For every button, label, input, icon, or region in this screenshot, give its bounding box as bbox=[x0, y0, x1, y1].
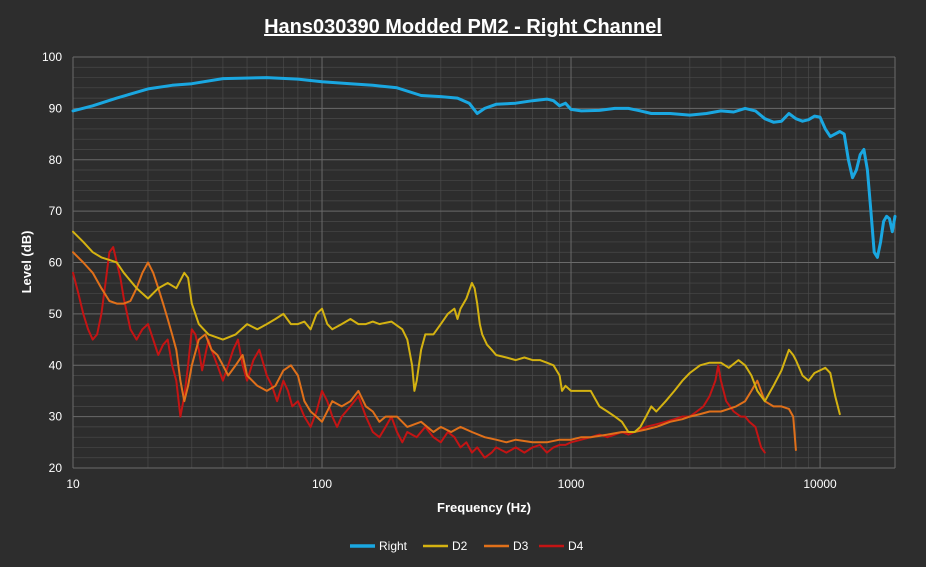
series-line-d4 bbox=[72, 246, 766, 459]
x-axis-title: Frequency (Hz) bbox=[437, 500, 531, 515]
chart-title: Hans030390 Modded PM2 - Right Channel bbox=[264, 16, 662, 38]
y-tick-label: 50 bbox=[49, 307, 63, 321]
x-tick-label: 1000 bbox=[558, 477, 585, 491]
legend-label-d3: D3 bbox=[513, 539, 529, 553]
x-tick-label: 10 bbox=[66, 477, 80, 491]
y-tick-label: 100 bbox=[42, 50, 62, 64]
legend: Right D2 D3 D4 bbox=[350, 539, 584, 553]
series-lines bbox=[71, 76, 897, 459]
y-tick-label: 60 bbox=[49, 256, 63, 270]
x-tick-label: 100 bbox=[312, 477, 332, 491]
y-tick-label: 90 bbox=[49, 101, 63, 115]
legend-label-d2: D2 bbox=[452, 539, 468, 553]
y-tick-labels: 20 30 40 50 60 70 80 90 100 bbox=[42, 50, 62, 475]
grid-major bbox=[72, 56, 896, 469]
y-tick-label: 40 bbox=[49, 358, 63, 372]
series-line-d3 bbox=[72, 251, 797, 451]
y-tick-label: 30 bbox=[49, 410, 63, 424]
x-tick-labels: 10 100 1000 10000 bbox=[66, 477, 837, 491]
y-axis-title: Level (dB) bbox=[19, 231, 34, 294]
grid-minor bbox=[73, 57, 896, 468]
legend-label-right: Right bbox=[379, 539, 408, 553]
y-tick-label: 70 bbox=[49, 204, 63, 218]
series-line-d2 bbox=[72, 230, 841, 433]
y-tick-label: 20 bbox=[49, 461, 63, 475]
series-line-right bbox=[71, 76, 897, 259]
x-tick-label: 10000 bbox=[803, 477, 837, 491]
y-tick-label: 80 bbox=[49, 153, 63, 167]
legend-label-d4: D4 bbox=[568, 539, 584, 553]
